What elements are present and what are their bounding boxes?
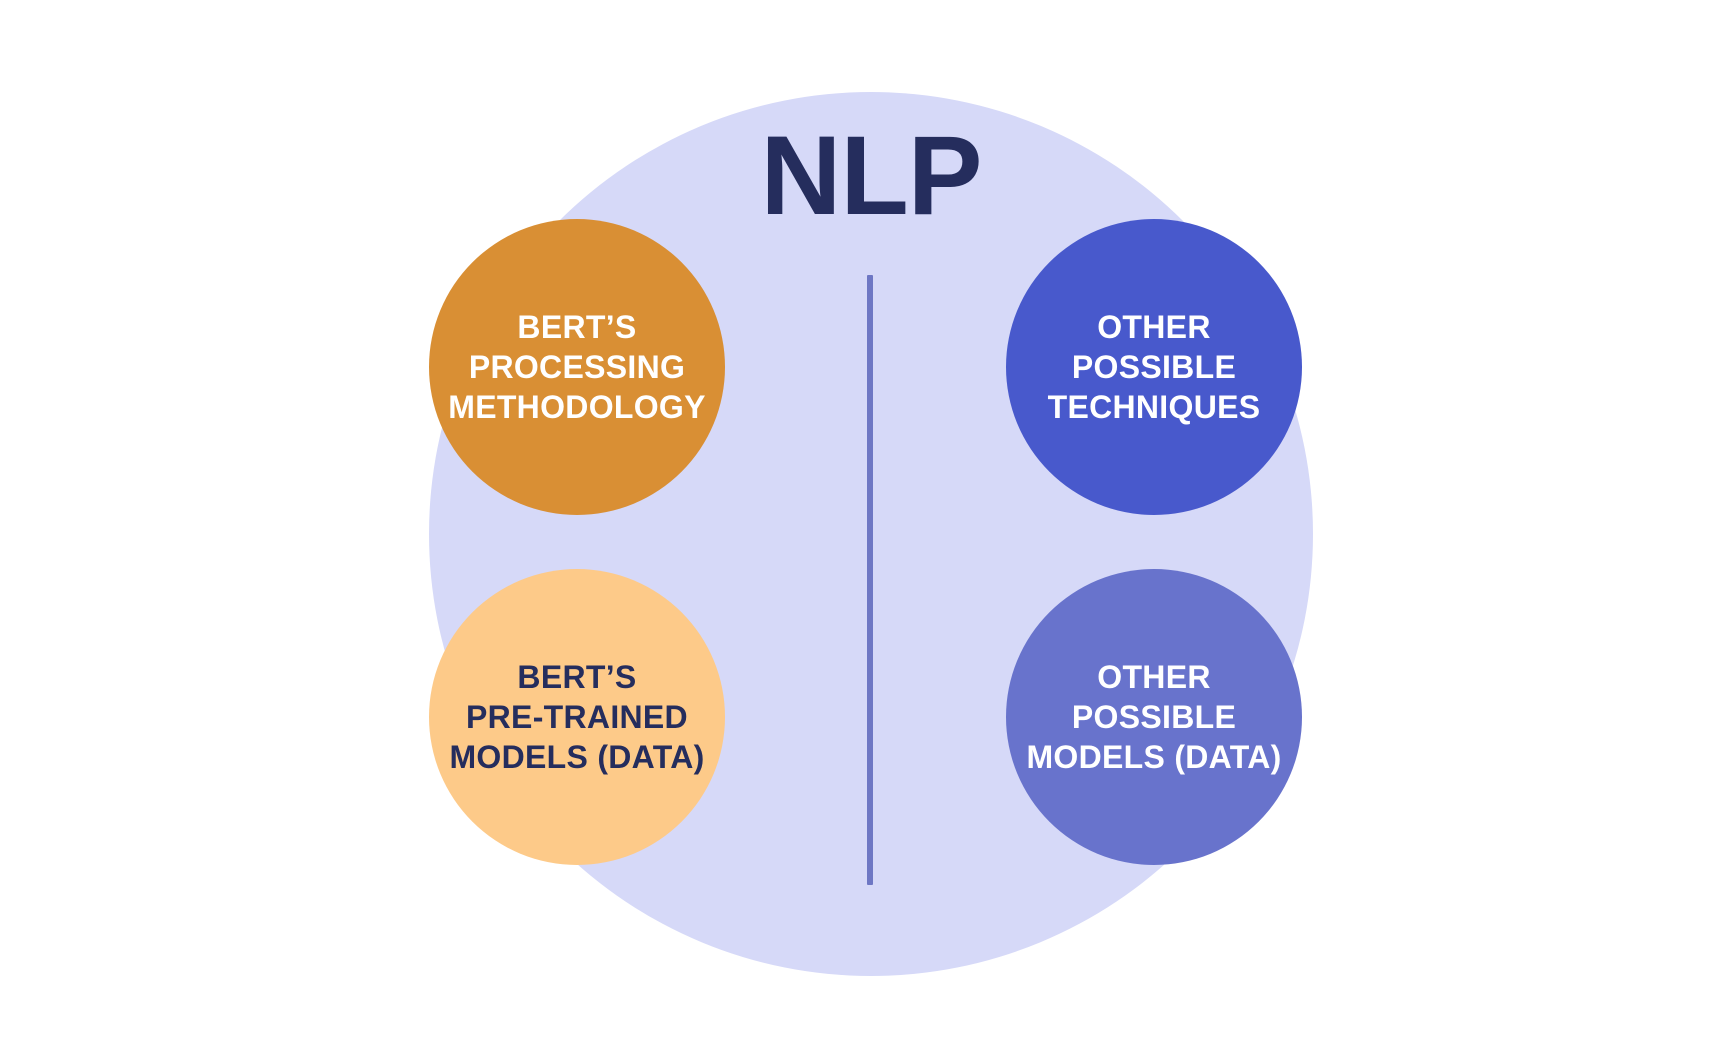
- node-other-possible-techniques: OTHER POSSIBLE TECHNIQUES: [1006, 219, 1302, 515]
- diagram-title: NLP: [760, 112, 983, 238]
- node-berts-processing-methodology: BERT’S PROCESSING METHODOLOGY: [429, 219, 725, 515]
- node-berts-pre-trained-models: BERT’S PRE-TRAINED MODELS (DATA): [429, 569, 725, 865]
- center-divider-line: [867, 275, 873, 885]
- node-label: BERT’S PROCESSING METHODOLOGY: [448, 309, 706, 425]
- node-label: BERT’S PRE-TRAINED MODELS (DATA): [449, 659, 705, 775]
- node-other-possible-models: OTHER POSSIBLE MODELS (DATA): [1006, 569, 1302, 865]
- node-label: OTHER POSSIBLE MODELS (DATA): [1026, 659, 1282, 775]
- node-label: OTHER POSSIBLE TECHNIQUES: [1047, 309, 1261, 425]
